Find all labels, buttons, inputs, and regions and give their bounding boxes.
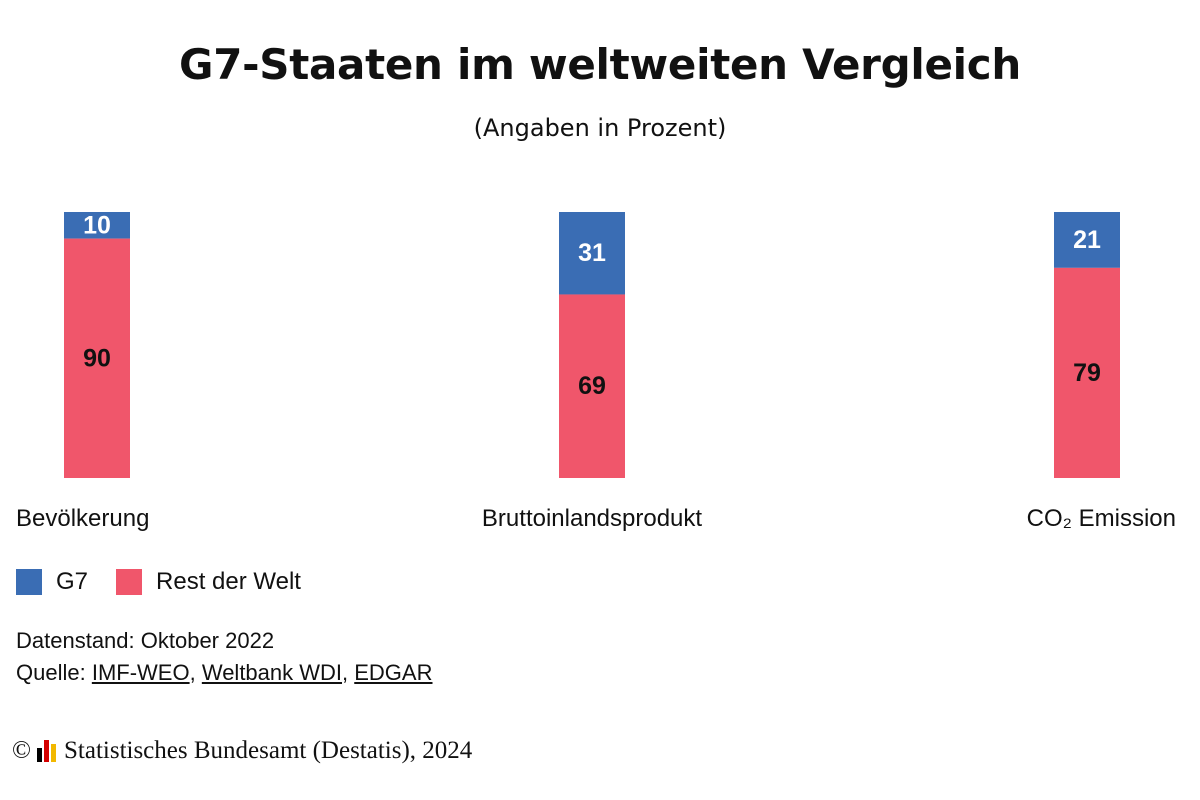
chart-subtitle: (Angaben in Prozent) (473, 114, 727, 142)
logo-bar-black (37, 748, 42, 762)
data-label-g7-1: 31 (578, 239, 606, 267)
bar-g7-1 (559, 212, 625, 295)
legend-swatch (116, 569, 143, 595)
data-label-rest-der-welt-1: 69 (578, 372, 606, 400)
logo-bar-gold (51, 744, 56, 762)
legend-item-rest-der-welt: Rest der Welt (116, 568, 301, 596)
source-line: Quelle: IMF-WEO, Weltbank WDI, EDGAR (16, 660, 433, 686)
stacked-bar-chart: 10 90 Bevölkerung 31 69 Bruttoinlandsprodukt 2… (16, 211, 1176, 532)
data-label-rest-der-welt-2: 79 (1073, 359, 1101, 387)
destatis-logo-icon (37, 740, 58, 762)
bar-rest-der-welt-1 (559, 294, 625, 478)
data-label-g7-2: 21 (1073, 226, 1101, 254)
chart-title: G7-Staaten im weltweiten Vergleich (179, 40, 1021, 89)
data-label-rest-der-welt-0: 90 (83, 344, 111, 372)
legend: G7 Rest der Welt (16, 566, 329, 598)
bar-g7-0 (64, 212, 130, 239)
legend-item-g7: G7 (16, 568, 88, 596)
source-link-imf-weo[interactable]: IMF-WEO (91, 660, 190, 685)
bar-g7-2 (1054, 212, 1120, 268)
logo-bar-red (44, 740, 49, 762)
source-prefix: Quelle: (16, 660, 92, 685)
copyright-line: © Statistisches Bundesamt (Destatis), 20… (12, 737, 472, 765)
datenstand-note: Datenstand: Oktober 2022 (16, 628, 275, 653)
data-label-g7-0: 10 (83, 211, 111, 239)
copyright-text: Statistisches Bundesamt (Destatis), 2024 (64, 737, 473, 764)
source-separator: , (342, 660, 355, 685)
source-link-edgar[interactable]: EDGAR (354, 660, 433, 685)
source-separator: , (189, 660, 202, 685)
legend-label: G7 (56, 568, 89, 595)
bar-rest-der-welt-0 (64, 238, 130, 478)
category-label-1: Bruttoinlandsprodukt (482, 505, 702, 532)
category-label-2: CO₂ Emission (1027, 505, 1176, 532)
category-label-0: Bevölkerung (16, 505, 149, 532)
source-link-weltbank-wdi[interactable]: Weltbank WDI (201, 660, 343, 685)
copyright-icon: © (12, 737, 31, 764)
legend-label: Rest der Welt (156, 568, 301, 595)
legend-swatch (16, 569, 42, 595)
bar-rest-der-welt-2 (1054, 267, 1120, 478)
